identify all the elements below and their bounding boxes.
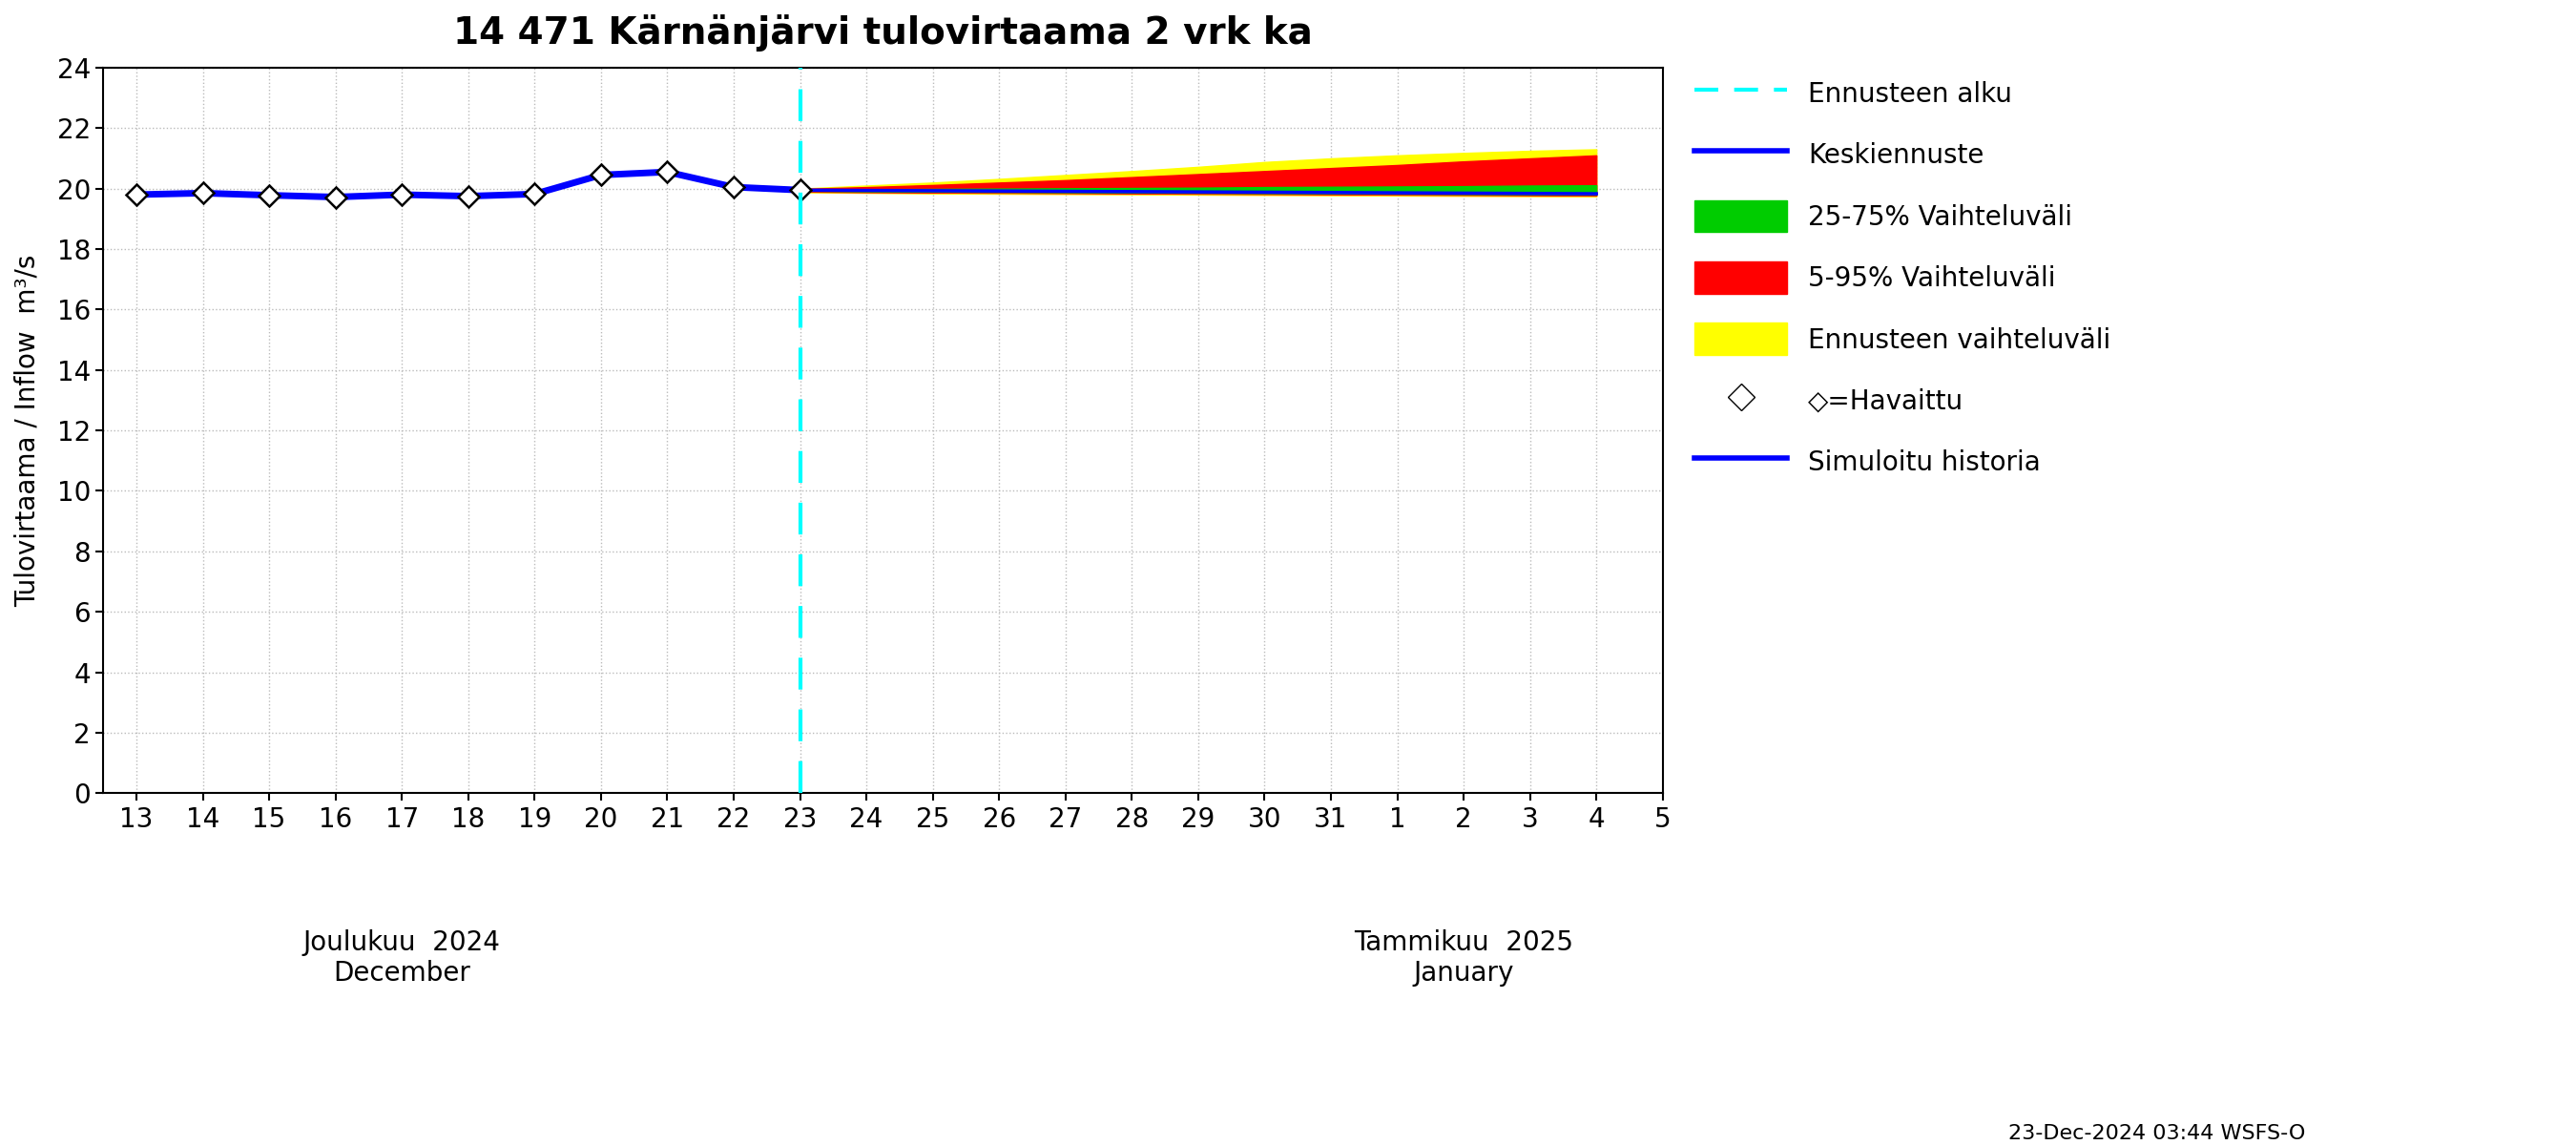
Title: 14 471 Kärnänjärvi tulovirtaama 2 vrk ka: 14 471 Kärnänjärvi tulovirtaama 2 vrk ka [453, 14, 1314, 52]
Legend: Ennusteen alku, Keskiennuste, 25-75% Vaihteluväli, 5-95% Vaihteluväli, Ennusteen: Ennusteen alku, Keskiennuste, 25-75% Vai… [1685, 66, 2123, 489]
Text: Tammikuu  2025
January: Tammikuu 2025 January [1355, 930, 1574, 987]
Text: Joulukuu  2024
December: Joulukuu 2024 December [304, 930, 500, 987]
Y-axis label: Tulovirtaama / Inflow  m³/s: Tulovirtaama / Inflow m³/s [15, 254, 41, 607]
Text: 23-Dec-2024 03:44 WSFS-O: 23-Dec-2024 03:44 WSFS-O [2009, 1124, 2306, 1143]
